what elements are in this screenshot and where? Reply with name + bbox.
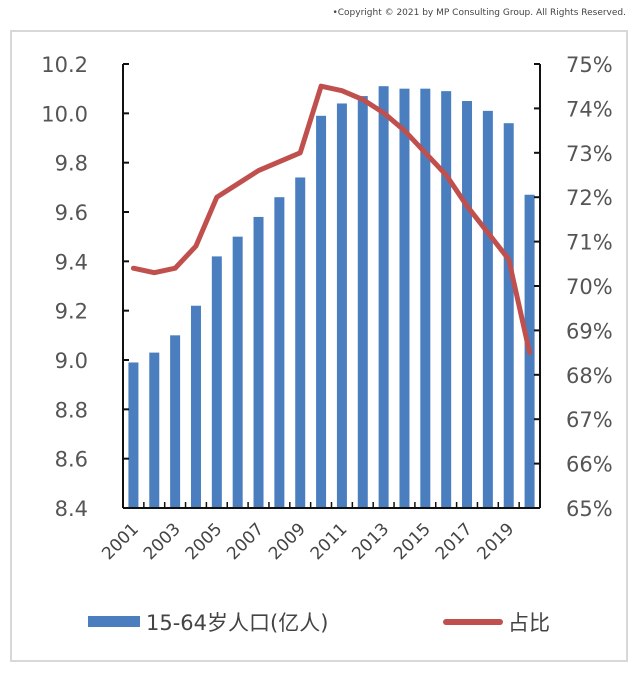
right-tick-label: 70% <box>566 275 613 299</box>
x-tick-label: 2017 <box>432 519 477 564</box>
bar <box>149 352 160 508</box>
bar <box>295 177 306 508</box>
bar <box>357 96 368 509</box>
legend-label-bar: 15-64岁人口(亿人) <box>146 611 328 635</box>
copyright-notice: •Copyright © 2021 by MP Consulting Group… <box>332 8 626 18</box>
right-tick-label: 75% <box>566 53 613 77</box>
bar <box>503 123 514 508</box>
legend-label-line: 占比 <box>508 611 550 635</box>
left-tick-label: 10.0 <box>41 102 88 126</box>
x-tick-label: 2015 <box>390 519 435 564</box>
bar <box>170 335 181 508</box>
bar <box>274 197 285 508</box>
bar <box>336 103 347 508</box>
right-tick-label: 73% <box>566 142 613 166</box>
bar <box>399 88 410 509</box>
left-tick-label: 9.4 <box>55 250 88 274</box>
right-tick-label: 74% <box>566 97 613 121</box>
legend-swatch-bar <box>88 616 140 627</box>
x-tick-label: 2001 <box>98 519 143 564</box>
bar <box>378 86 389 508</box>
right-tick-label: 69% <box>566 319 613 343</box>
ratio-line <box>130 83 533 356</box>
x-tick-label: 2011 <box>307 519 352 564</box>
left-tick-label: 9.6 <box>55 201 88 225</box>
left-tick-label: 9.2 <box>55 300 88 324</box>
bar <box>462 101 473 508</box>
bar <box>128 362 139 508</box>
x-tick-label: 2007 <box>223 519 268 564</box>
bar <box>482 110 493 508</box>
x-tick-label: 2019 <box>474 519 519 564</box>
x-tick-label: 2009 <box>265 519 310 564</box>
bar <box>441 91 452 508</box>
chart-frame <box>10 30 628 662</box>
right-tick-label: 68% <box>566 364 613 388</box>
right-tick-label: 71% <box>566 231 613 255</box>
bar <box>190 305 201 508</box>
bar <box>253 216 264 508</box>
right-tick-label: 72% <box>566 186 613 210</box>
x-tick-label: 2013 <box>348 519 393 564</box>
right-tick-label: 65% <box>566 497 613 521</box>
x-tick-label: 2005 <box>182 519 227 564</box>
bar <box>420 88 431 509</box>
bar <box>316 115 327 509</box>
left-tick-label: 8.4 <box>55 497 88 521</box>
left-tick-label: 8.8 <box>55 398 88 422</box>
left-tick-label: 9.0 <box>55 349 88 373</box>
right-tick-label: 67% <box>566 408 613 432</box>
left-tick-label: 9.8 <box>55 152 88 176</box>
bar <box>211 256 222 508</box>
bar <box>232 236 243 508</box>
left-tick-label: 8.6 <box>55 448 88 472</box>
x-tick-label: 2003 <box>140 519 185 564</box>
left-tick-label: 10.2 <box>41 53 88 77</box>
right-tick-label: 66% <box>566 453 613 477</box>
